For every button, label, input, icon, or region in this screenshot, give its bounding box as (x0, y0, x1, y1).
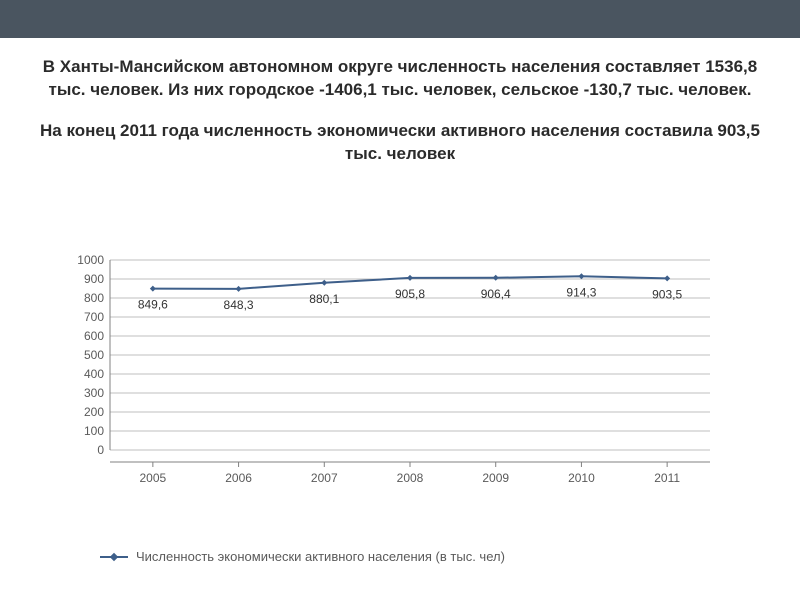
svg-text:2007: 2007 (311, 471, 338, 485)
svg-text:848,3: 848,3 (224, 298, 254, 312)
legend-label: Численность экономически активного насел… (136, 549, 505, 564)
header-bar (0, 0, 800, 38)
svg-text:2006: 2006 (225, 471, 252, 485)
population-chart: 0 100 200 300 400 500 600 700 800 900 1000 2005 2006… (60, 250, 730, 530)
svg-text:700: 700 (84, 310, 104, 324)
svg-text:2011: 2011 (654, 471, 680, 485)
legend-marker-icon (100, 551, 128, 563)
svg-text:880,1: 880,1 (309, 292, 339, 306)
chart-legend: Численность экономически активного насел… (100, 549, 505, 564)
svg-text:1000: 1000 (77, 253, 104, 267)
svg-text:2009: 2009 (482, 471, 509, 485)
svg-text:905,8: 905,8 (395, 287, 425, 301)
svg-text:903,5: 903,5 (652, 287, 682, 301)
svg-text:900: 900 (84, 272, 104, 286)
svg-text:300: 300 (84, 386, 104, 400)
svg-text:849,6: 849,6 (138, 298, 168, 312)
title-paragraph-2: На конец 2011 года численность экономиче… (0, 102, 800, 166)
svg-text:500: 500 (84, 348, 104, 362)
svg-text:800: 800 (84, 291, 104, 305)
svg-text:2010: 2010 (568, 471, 595, 485)
svg-text:100: 100 (84, 424, 104, 438)
title-paragraph-1: В Ханты-Мансийском автономном округе чис… (0, 38, 800, 102)
chart-svg: 0 100 200 300 400 500 600 700 800 900 1000 2005 2006… (60, 250, 730, 500)
svg-text:914,3: 914,3 (566, 285, 596, 299)
svg-text:400: 400 (84, 367, 104, 381)
svg-text:906,4: 906,4 (481, 287, 511, 301)
svg-text:0: 0 (97, 443, 104, 457)
svg-text:200: 200 (84, 405, 104, 419)
svg-text:2008: 2008 (397, 471, 424, 485)
svg-text:2005: 2005 (140, 471, 167, 485)
svg-text:600: 600 (84, 329, 104, 343)
